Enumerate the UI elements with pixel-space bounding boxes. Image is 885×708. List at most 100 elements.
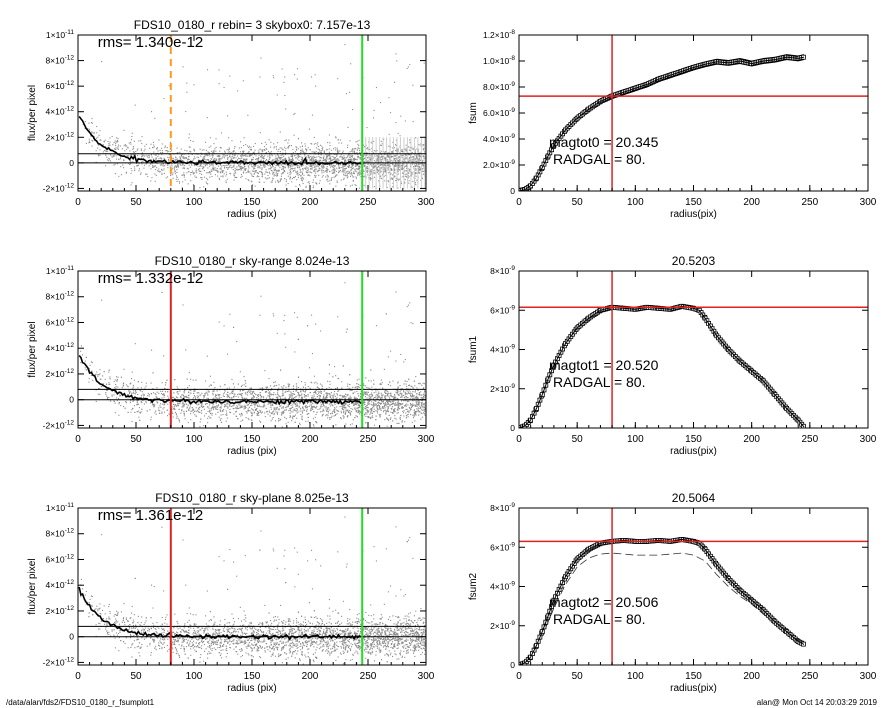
scatter-point <box>359 154 361 156</box>
scatter-point <box>254 165 256 167</box>
scatter-point <box>290 162 292 164</box>
scatter-point <box>241 413 243 415</box>
scatter-point <box>349 398 351 400</box>
scatter-point <box>348 91 350 93</box>
scatter-point <box>327 412 329 414</box>
scatter-point <box>195 168 197 170</box>
scatter-point <box>289 145 291 147</box>
scatter-point <box>222 156 224 158</box>
scatter-point <box>130 161 132 163</box>
scatter-point <box>279 147 281 149</box>
chart-title: FDS10_0180_r rebin= 3 skybox0: 7.157e-13 <box>134 18 371 32</box>
scatter-point <box>350 170 352 172</box>
scatter-point <box>130 411 132 413</box>
scatter-point <box>244 165 246 167</box>
scatter-point <box>275 172 277 174</box>
scatter-point <box>115 142 117 144</box>
scatter-point <box>367 168 369 170</box>
scatter-point <box>250 164 252 166</box>
scatter-point <box>385 160 387 162</box>
scatter-point <box>249 171 251 173</box>
scatter-point <box>235 176 237 178</box>
scatter-point <box>278 165 280 167</box>
scatter-point <box>151 177 153 179</box>
scatter-point <box>125 171 127 173</box>
scatter-point <box>383 406 385 408</box>
scatter-point <box>253 403 255 405</box>
scatter-point <box>272 417 274 419</box>
scatter-point <box>195 176 197 178</box>
scatter-point <box>137 155 139 157</box>
scatter-point <box>173 406 175 408</box>
scatter-point <box>241 393 243 395</box>
scatter-point <box>302 408 304 410</box>
scatter-point <box>345 398 347 400</box>
scatter-point <box>300 160 302 162</box>
scatter-point <box>198 163 200 165</box>
scatter-point <box>405 155 407 157</box>
scatter-point <box>226 166 228 168</box>
scatter-point <box>176 147 178 149</box>
scatter-point <box>253 164 255 166</box>
scatter-point <box>138 407 140 409</box>
scatter-point <box>326 174 328 176</box>
scatter-point <box>418 383 420 385</box>
scatter-point <box>380 164 382 166</box>
scatter-point <box>96 137 98 139</box>
scatter-point <box>182 160 184 162</box>
scatter-point <box>184 157 186 159</box>
scatter-point <box>400 115 402 117</box>
scatter-point <box>167 156 169 158</box>
scatter-point <box>325 160 327 162</box>
scatter-point <box>307 401 309 403</box>
scatter-point <box>200 177 202 179</box>
scatter-point <box>204 394 206 396</box>
scatter-point <box>230 167 232 169</box>
scatter-point <box>355 158 357 160</box>
scatter-point <box>201 149 203 151</box>
scatter-point <box>345 410 347 412</box>
scatter-point <box>316 160 318 162</box>
scatter-point <box>337 150 339 152</box>
scatter-point <box>316 144 318 146</box>
scatter-point <box>349 171 351 173</box>
scatter-point <box>219 146 221 148</box>
scatter-point <box>383 164 385 166</box>
scatter-point <box>271 154 273 156</box>
scatter-point <box>236 166 238 168</box>
scatter-point <box>302 157 304 159</box>
scatter-point <box>354 184 356 186</box>
scatter-point <box>151 111 153 113</box>
scatter-point <box>384 164 386 166</box>
scatter-point <box>338 165 340 167</box>
scatter-point <box>421 164 423 166</box>
scatter-point <box>366 161 368 163</box>
scatter-point <box>374 155 376 157</box>
scatter-point <box>405 164 407 166</box>
scatter-point <box>241 405 243 407</box>
scatter-point <box>218 69 220 71</box>
scatter-point <box>351 149 353 151</box>
scatter-point <box>159 164 161 166</box>
scatter-point <box>402 157 404 159</box>
scatter-point <box>266 178 268 180</box>
scatter-point <box>293 134 295 136</box>
scatter-point <box>237 90 239 92</box>
scatter-point <box>390 146 392 148</box>
scatter-point <box>167 415 169 417</box>
scatter-point <box>267 403 269 405</box>
scatter-point <box>415 160 417 162</box>
scatter-point <box>315 165 317 167</box>
scatter-point <box>282 165 284 167</box>
scatter-point <box>378 396 380 398</box>
scatter-point <box>156 167 158 169</box>
scatter-point <box>236 341 238 343</box>
scatter-point <box>207 167 209 169</box>
scatter-point <box>315 159 317 161</box>
scatter-point <box>290 165 292 167</box>
scatter-point <box>354 169 356 171</box>
scatter-point <box>377 160 379 162</box>
scatter-point <box>225 171 227 173</box>
scatter-point <box>314 74 316 76</box>
scatter-point <box>405 408 407 410</box>
